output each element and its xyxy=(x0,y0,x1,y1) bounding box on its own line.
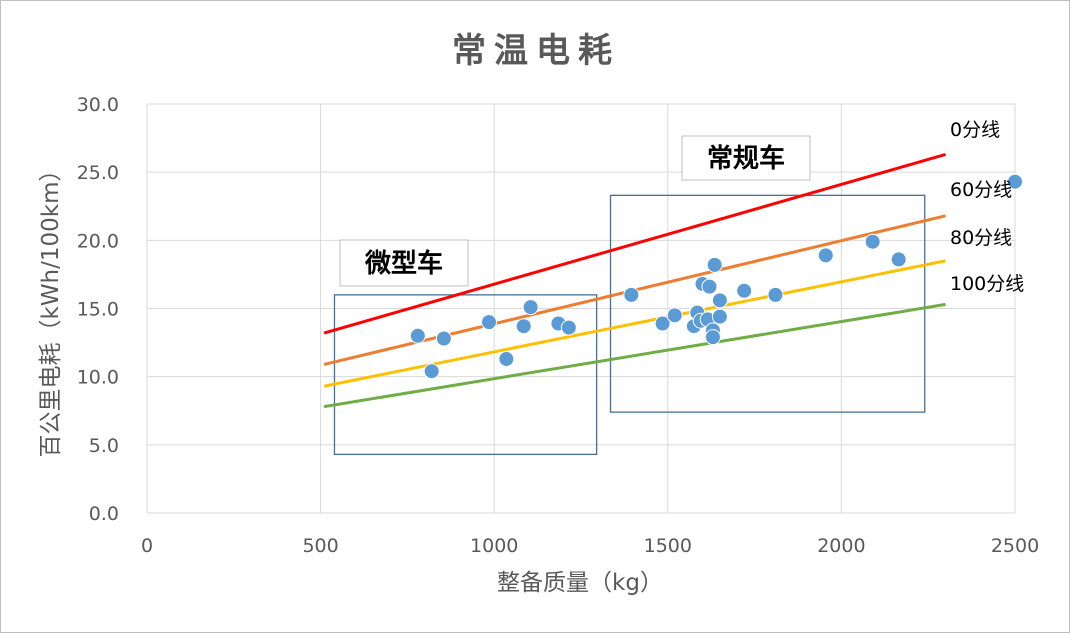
x-tick-label: 2000 xyxy=(817,535,865,557)
y-tick-label: 25.0 xyxy=(77,162,119,184)
data-point xyxy=(890,251,907,268)
data-point xyxy=(736,282,753,299)
data-point xyxy=(623,286,640,303)
group-label: 微型车 xyxy=(364,248,443,279)
data-point xyxy=(409,327,426,344)
y-tick-label: 15.0 xyxy=(77,299,119,321)
data-point xyxy=(767,286,784,303)
reference-line xyxy=(323,302,946,409)
data-point xyxy=(701,278,718,295)
data-point xyxy=(864,233,881,250)
data-point xyxy=(515,318,532,335)
data-point xyxy=(654,315,671,332)
x-tick-label: 0 xyxy=(141,535,153,557)
data-point xyxy=(711,308,728,325)
group-label-box xyxy=(339,239,469,287)
y-tick-label: 10.0 xyxy=(77,367,119,389)
group-labels: 微型车 常规车 xyxy=(339,135,811,287)
chart-title: 常温电耗 xyxy=(452,31,620,71)
data-point xyxy=(423,363,440,380)
data-points xyxy=(409,173,1023,380)
x-axis-label: 整备质量（kg） xyxy=(497,570,663,596)
x-tick-label: 500 xyxy=(302,535,338,557)
data-point xyxy=(706,256,723,273)
data-point xyxy=(522,299,539,316)
data-point xyxy=(498,350,515,367)
y-tick-label: 30.0 xyxy=(77,94,119,116)
data-point xyxy=(435,330,452,347)
group-label: 常规车 xyxy=(707,143,785,174)
reference-line xyxy=(323,153,946,335)
data-point xyxy=(560,319,577,336)
data-point xyxy=(666,307,683,324)
group-boxes xyxy=(333,194,926,456)
reference-line-label: 80分线 xyxy=(950,227,1012,249)
y-tick-label: 20.0 xyxy=(77,230,119,252)
data-point xyxy=(704,329,721,346)
data-point xyxy=(817,247,834,264)
x-tick-label: 1500 xyxy=(644,535,692,557)
reference-line-label: 60分线 xyxy=(950,179,1012,201)
data-point xyxy=(1007,173,1023,190)
reference-line-label: 100分线 xyxy=(950,273,1024,295)
reference-line-label: 0分线 xyxy=(950,119,1000,141)
group-box xyxy=(609,194,926,413)
group-box xyxy=(333,294,598,456)
y-axis-label: 百公里电耗（kWh/100km） xyxy=(38,158,64,457)
data-point xyxy=(711,292,728,309)
x-tick-label: 1000 xyxy=(470,535,518,557)
x-tick-label: 2500 xyxy=(991,535,1039,557)
group-label-box xyxy=(681,135,811,181)
y-tick-label: 0.0 xyxy=(89,503,119,525)
grid-lines xyxy=(146,103,1016,514)
reference-line-labels: 0分线 60分线 80分线 100分线 xyxy=(950,119,1024,295)
data-point xyxy=(480,314,497,331)
tick-labels: 0.0 5.0 10.0 15.0 20.0 25.0 30.0 0 500 1000 1500 20… xyxy=(77,94,1039,557)
y-tick-label: 5.0 xyxy=(89,435,119,457)
